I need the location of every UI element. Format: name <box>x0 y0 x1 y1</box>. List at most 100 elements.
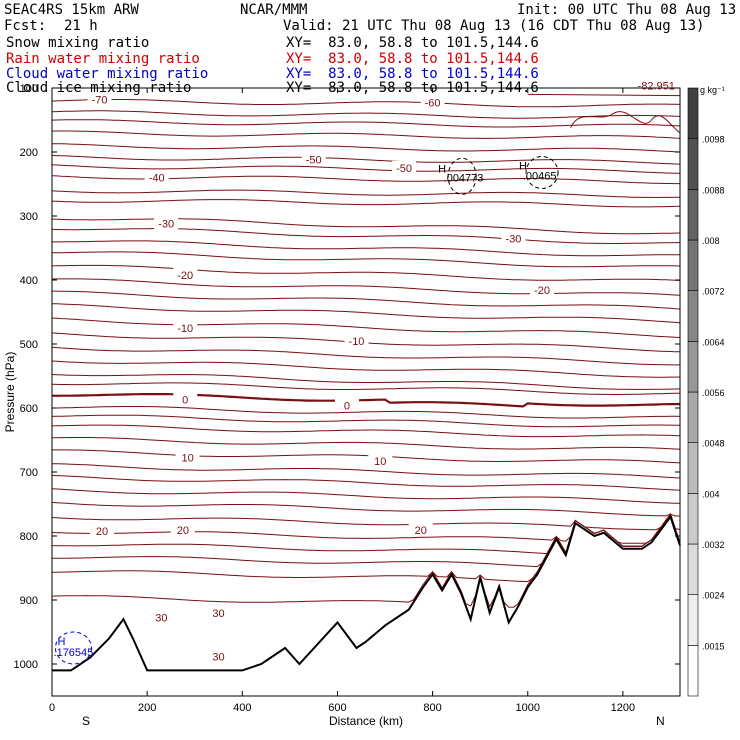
isotherm-minor <box>51 424 681 438</box>
contour-label-bg <box>173 392 198 406</box>
contour-label: 20 <box>415 525 427 537</box>
x-tick-label: 1000 <box>516 702 540 714</box>
isotherm-minor <box>51 164 681 174</box>
isotherm--30 <box>51 218 681 235</box>
contour-label-bg <box>170 523 195 537</box>
colorbar-label: .004 <box>702 489 720 499</box>
colorbar-label: .0088 <box>702 185 725 195</box>
contour-label: 30 <box>155 612 167 624</box>
colorbar-swatch <box>687 290 699 342</box>
colorbar-swatch <box>687 543 699 595</box>
org-title: NCAR/MMM <box>240 2 308 18</box>
isotherm--70 <box>51 99 681 108</box>
contour-label-bg <box>501 231 526 245</box>
contour-label-bg <box>344 333 369 347</box>
isotherm-minor <box>51 346 680 366</box>
contour-label-bg <box>89 523 114 537</box>
colorbar-label: .0048 <box>702 439 725 449</box>
isotherm-minor <box>51 513 681 544</box>
isotherm-minor <box>51 501 680 517</box>
colorbar-label: .0098 <box>702 135 725 145</box>
max-contour <box>525 155 559 189</box>
colorbar-swatch <box>687 341 699 393</box>
contour-label-bg <box>144 170 169 184</box>
y-tick-label-top: 100 <box>20 83 38 95</box>
contour-label: -20 <box>177 270 193 282</box>
colorbar-swatch <box>687 594 699 646</box>
colorbar-label: .0032 <box>702 540 725 550</box>
isotherm-minor <box>51 278 681 296</box>
contour-label: 20 <box>96 526 108 538</box>
isotherm-minor <box>51 130 681 139</box>
contour-label: -70 <box>92 95 108 107</box>
colorbar-swatch <box>687 493 699 545</box>
isotherm-minor <box>52 240 680 257</box>
colorbar-label: .0072 <box>702 287 725 297</box>
max-contour <box>447 157 477 195</box>
y-tick-label: 800 <box>20 531 38 543</box>
isotherm-minor <box>51 154 681 165</box>
terrain-profile <box>52 514 681 672</box>
isotherm-minor <box>51 513 681 555</box>
y-tick-label: 200 <box>20 147 38 159</box>
colorbar-label: .0064 <box>702 337 725 347</box>
colorbar-swatch <box>687 645 699 697</box>
isotherm--50 <box>52 143 681 153</box>
field-xy-cloud-water: XY= 83.0, 58.8 to 101.5,144.6 <box>286 66 539 82</box>
contour-label-bg <box>206 605 231 619</box>
contour-label-bg <box>87 92 112 106</box>
y-tick-label: 500 <box>20 339 38 351</box>
colorbar-swatch <box>687 189 699 241</box>
extremum-label: H <box>438 164 446 176</box>
isotherm-minor <box>52 406 681 419</box>
field-name-rain: Rain water mixing ratio <box>6 51 200 67</box>
isotherm-minor <box>51 189 681 199</box>
contour-label: -10 <box>177 323 193 335</box>
axis-ticks: 0 200 400 600 800 1000 12002003004005006007008… <box>14 83 680 714</box>
contour-label: -50 <box>396 163 412 175</box>
y-axis-label: Pressure (hPa) <box>3 352 17 433</box>
extremum-label: H <box>58 636 66 648</box>
isotherm-minor <box>51 414 681 428</box>
contour-label-bg <box>149 610 174 624</box>
contour-label: -60 <box>425 98 441 110</box>
isotherm-minor <box>51 463 681 479</box>
colorbar-swatch <box>687 87 699 139</box>
isotherm-minor <box>51 119 681 128</box>
extremum-label: -82.951 <box>638 80 675 92</box>
contour-label: 30 <box>212 651 224 663</box>
contour-label-bg <box>392 161 417 174</box>
isotherm-0 <box>51 393 681 408</box>
extremum-label: H <box>519 160 527 172</box>
contour-label: 20 <box>177 525 189 537</box>
isotherm-top <box>527 93 681 97</box>
field-name-snow: Snow mixing ratio <box>6 35 150 51</box>
colorbar-swatch <box>687 138 699 190</box>
init-time: Init: 00 UTC Thu 08 Aug 13 <box>517 2 737 18</box>
contour-label-bg <box>175 450 200 464</box>
isotherm-minor <box>52 290 681 310</box>
y-tick-label: 900 <box>20 595 38 607</box>
max-contour-blue <box>54 631 92 665</box>
contour-label: -20 <box>534 285 550 297</box>
isotherm-minor <box>51 374 681 390</box>
fcst-value: 21 h <box>64 18 98 34</box>
colorbar-swatch <box>687 239 699 291</box>
isotherm-minor <box>51 199 681 208</box>
y-tick-label: 300 <box>20 211 38 223</box>
contour-label: 10 <box>374 456 386 468</box>
contour-label-bg <box>420 95 445 109</box>
y-tick-label: 1000 <box>14 659 38 671</box>
contour-label: -30 <box>506 233 522 245</box>
contour-label-bg <box>368 454 393 468</box>
contour-label-bg <box>154 216 179 230</box>
isotherm-wave <box>570 111 681 134</box>
contour-label-bg <box>530 283 555 297</box>
contour-label: -10 <box>349 336 365 348</box>
contour-label-bg <box>206 649 231 663</box>
colorbar-label: .0015 <box>702 641 725 651</box>
extremum-label: .00465 <box>523 171 557 183</box>
isotherm-10 <box>52 449 681 464</box>
x-tick-label: 1200 <box>611 702 635 714</box>
